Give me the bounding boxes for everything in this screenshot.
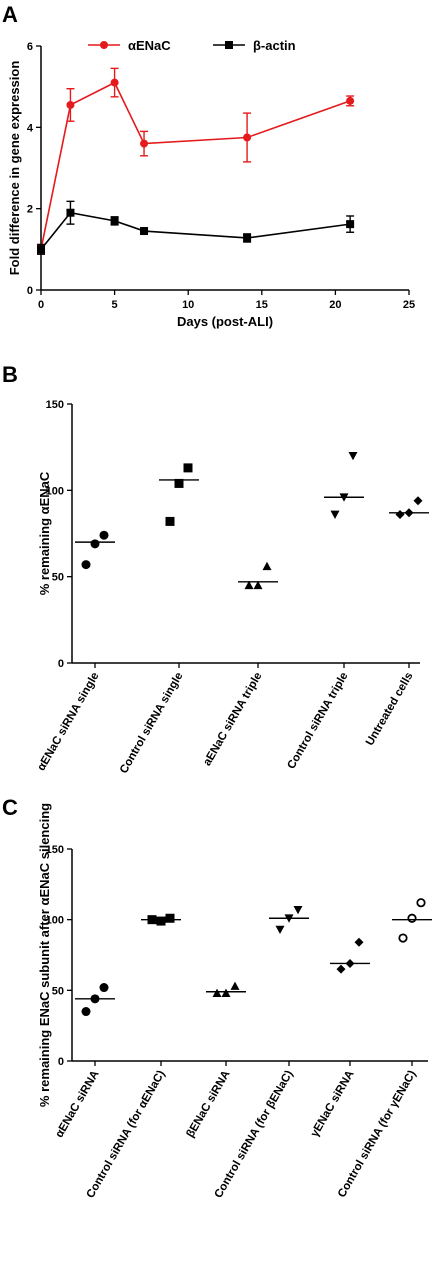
data-point (66, 208, 75, 217)
y-tick-label: 4 (27, 122, 34, 134)
x-tick-label: 10 (182, 299, 194, 311)
y-tick-label: 150 (46, 399, 64, 411)
data-point (110, 78, 119, 87)
data-point (413, 496, 423, 506)
y-axis-label: % remaining αENaC (37, 471, 52, 595)
x-category-label: αENaC siRNA single (35, 671, 101, 774)
data-point (395, 510, 405, 520)
series-line (40, 211, 351, 250)
data-point (174, 478, 184, 488)
data-point (81, 1007, 91, 1017)
y-tick-label: 100 (46, 485, 64, 497)
panel-a-chart: 0 2 4 6 0 5 10 15 20 25 Days (post-ALI) Fold differ… (7, 38, 415, 329)
panel-b-letter: B (2, 362, 18, 387)
legend-label: αENaC (128, 38, 171, 53)
x-category-label: βENaC siRNA (185, 1069, 233, 1140)
data-point (398, 933, 408, 943)
data-point (243, 233, 252, 242)
x-category-label: αENaC siRNA (53, 1069, 101, 1140)
data-point (243, 133, 252, 142)
legend-label: β-actin (253, 38, 296, 53)
panel-b-chart: 0 50 100 150 % remaining αENaC αENaC siRNA si… (35, 399, 429, 776)
data-point (156, 916, 166, 926)
panel-a-letter: A (2, 2, 18, 27)
data-point (330, 510, 340, 520)
data-point (99, 530, 109, 540)
x-category-label: Control siRNA (for βENaC) (213, 1068, 296, 1200)
y-axis-label: % remaining ENaC subunit after αENaC sil… (37, 803, 52, 1107)
x-tick-label: 15 (256, 299, 268, 311)
data-point (407, 913, 417, 923)
data-point (140, 227, 149, 236)
data-point (90, 539, 100, 549)
x-axis-label: Days (post-ALI) (177, 314, 273, 329)
y-tick-label: 50 (52, 985, 64, 997)
panel-c-chart: 0 50 100 150% remaining ENaC subunit after … (37, 803, 432, 1200)
x-tick-label: 25 (403, 299, 415, 311)
y-tick-label: 2 (27, 204, 33, 216)
x-category-label: Control siRNA single (118, 671, 186, 776)
y-tick-label: 0 (58, 1056, 64, 1068)
x-category-label: γENaC siRNA (309, 1069, 357, 1140)
data-point (336, 964, 346, 974)
y-tick-label: 50 (52, 572, 64, 584)
data-point (212, 988, 222, 997)
data-point (183, 463, 193, 473)
x-category-label: Control siRNA triple (285, 671, 350, 772)
y-tick-label: 150 (46, 844, 64, 856)
data-point (348, 451, 358, 461)
y-tick-label: 100 (46, 915, 64, 927)
data-point (37, 245, 45, 254)
legend-marker (225, 41, 233, 49)
data-point (99, 983, 109, 993)
data-point (140, 139, 149, 148)
data-point (230, 981, 240, 990)
data-point (66, 100, 75, 109)
data-point (354, 937, 364, 947)
panel-c-letter: C (2, 795, 18, 820)
legend-marker (100, 41, 108, 49)
data-point (253, 580, 263, 590)
y-axis-label: Fold difference in gene expression (7, 61, 22, 276)
data-point (165, 516, 175, 526)
y-tick-label: 6 (27, 41, 33, 53)
data-point (416, 898, 426, 908)
x-tick-label: 20 (329, 299, 341, 311)
data-point (346, 220, 355, 229)
y-tick-label: 0 (27, 285, 33, 297)
data-point (221, 988, 231, 997)
x-category-label: Control siRNA (for αENaC) (85, 1068, 168, 1200)
data-point (244, 580, 254, 590)
x-category-label: aENaC siRNA triple (201, 671, 264, 769)
data-point (165, 913, 175, 923)
x-category-label: Untreated cells (364, 671, 416, 748)
data-point (293, 905, 303, 915)
data-point (81, 560, 91, 570)
data-point (110, 216, 119, 225)
x-tick-label: 5 (112, 299, 118, 311)
data-point (346, 96, 355, 105)
data-point (275, 925, 285, 935)
series-line (40, 81, 351, 250)
x-tick-label: 0 (38, 299, 44, 311)
data-point (262, 561, 272, 571)
y-tick-label: 0 (58, 658, 64, 670)
